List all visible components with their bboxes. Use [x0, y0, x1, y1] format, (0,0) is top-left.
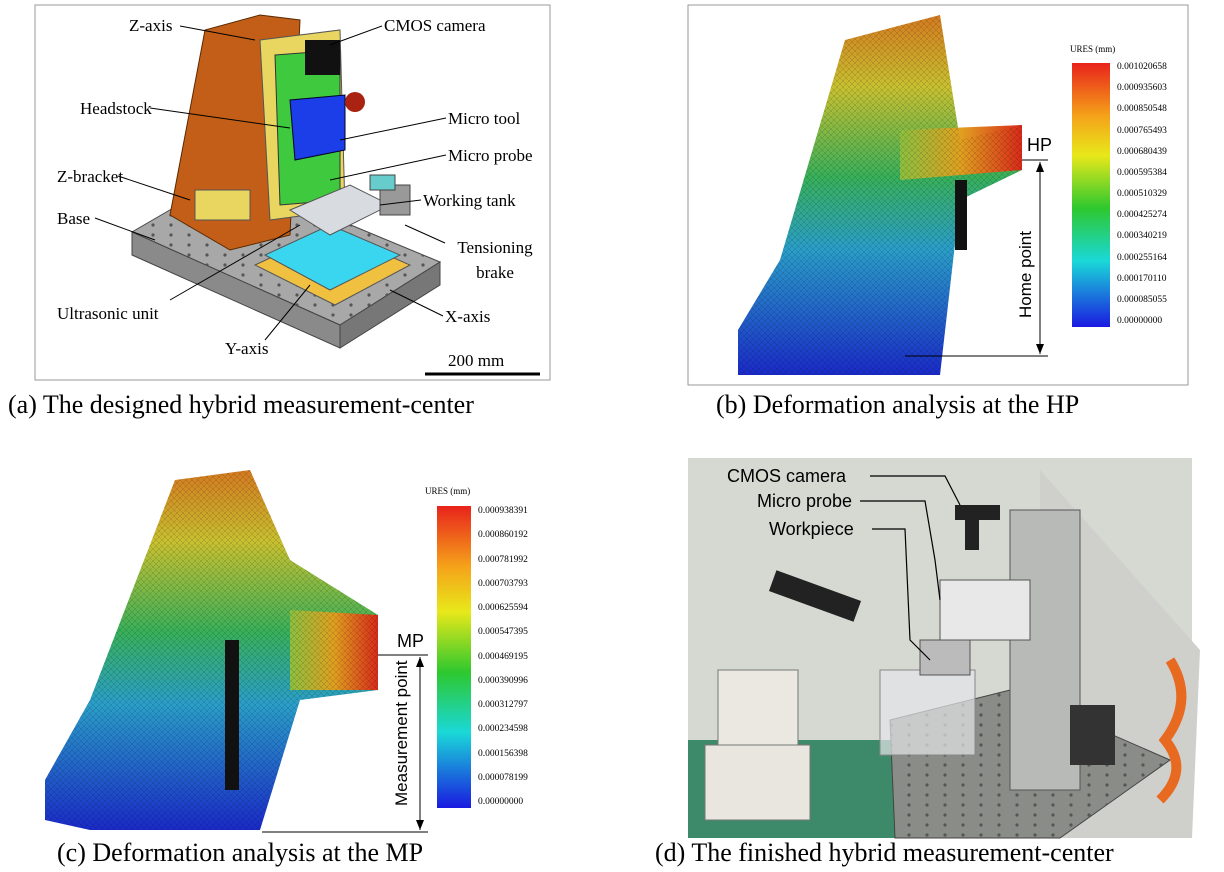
legend-title: URES (mm) [1070, 44, 1115, 54]
legend-value: 0.000255164 [1117, 254, 1167, 264]
point-label: MP [397, 632, 424, 650]
part-label: Z-axis [129, 17, 172, 34]
legend-value: 0.000234598 [478, 725, 528, 735]
legend-value: 0.000595384 [1117, 169, 1167, 179]
caption: (a) The designed hybrid measurement-cent… [8, 392, 474, 418]
legend-value: 0.000547395 [478, 628, 528, 638]
part-label: CMOS camera [727, 467, 846, 485]
caption: (c) Deformation analysis at the MP [57, 840, 423, 866]
part-label: X-axis [445, 308, 490, 325]
figure: Z-axis CMOS camera Headstock Micro tool … [0, 0, 1224, 872]
legend-value: 0.000340219 [1117, 232, 1167, 242]
part-label: Y-axis [225, 340, 268, 357]
part-label: Micro probe [448, 147, 533, 164]
legend-value: 0.000781992 [478, 556, 528, 566]
legend-value: 0.000860192 [478, 531, 528, 541]
point-label: HP [1027, 136, 1052, 154]
dimension-label: Home point [1016, 231, 1036, 318]
legend-value: 0.000935603 [1117, 84, 1167, 94]
legend-value: 0.000765493 [1117, 127, 1167, 137]
legend-value: 0.000425274 [1117, 211, 1167, 221]
caption: (d) The finished hybrid measurement-cent… [655, 840, 1114, 866]
legend-value: 0.000078199 [478, 774, 528, 784]
legend-value: 0.001020658 [1117, 63, 1167, 73]
legend-value: 0.000312797 [478, 701, 528, 711]
part-label: Micro probe [757, 492, 852, 510]
panel-b-drawing [688, 5, 1188, 385]
figure-artwork [0, 0, 1224, 872]
legend-value: 0.000085055 [1117, 296, 1167, 306]
caption: (b) Deformation analysis at the HP [716, 392, 1079, 418]
legend-value: 0.00000000 [1117, 317, 1162, 327]
legend-value: 0.000390996 [478, 677, 528, 687]
scale-bar-label: 200 mm [448, 352, 504, 369]
part-label: CMOS camera [384, 17, 486, 34]
part-label: Working tank [423, 192, 516, 209]
part-label: Z-bracket [57, 168, 123, 185]
legend-value: 0.000938391 [478, 507, 528, 517]
part-label: Workpiece [769, 520, 854, 538]
legend-value: 0.000625594 [478, 604, 528, 614]
legend-value: 0.000170110 [1117, 275, 1167, 285]
panel-d-photo [688, 458, 1200, 838]
part-label: Base [57, 210, 90, 227]
legend-value: 0.000680439 [1117, 148, 1167, 158]
part-label: Headstock [80, 100, 152, 117]
dimension-label: Measurement point [392, 660, 412, 806]
legend-value: 0.000703793 [478, 580, 528, 590]
legend-value: 0.000156398 [478, 750, 528, 760]
part-label: Micro tool [448, 110, 520, 127]
legend-value: 0.000469195 [478, 653, 528, 663]
legend-value: 0.000850548 [1117, 105, 1167, 115]
part-label: Ultrasonic unit [57, 305, 159, 322]
legend-title: URES (mm) [425, 486, 470, 496]
part-label: Tensioning brake [447, 235, 543, 285]
legend-value: 0.000510329 [1117, 190, 1167, 200]
legend-value: 0.00000000 [478, 798, 523, 808]
